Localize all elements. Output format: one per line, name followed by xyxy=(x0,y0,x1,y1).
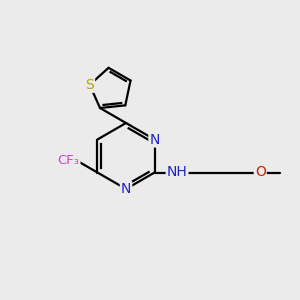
Text: CF₃: CF₃ xyxy=(57,154,80,167)
Text: N: N xyxy=(121,182,131,196)
Text: S: S xyxy=(85,78,94,92)
Text: N: N xyxy=(149,133,160,146)
Text: NH: NH xyxy=(167,166,188,179)
Text: O: O xyxy=(255,166,266,179)
